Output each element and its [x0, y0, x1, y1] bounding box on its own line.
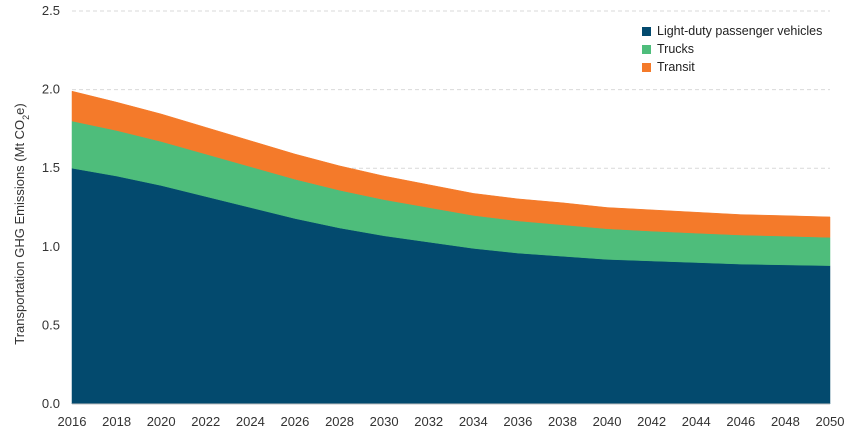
legend: Light-duty passenger vehicles Trucks Tra… [636, 20, 832, 78]
y-tick-label: 2.0 [42, 82, 60, 97]
y-tick-label: 0.0 [42, 396, 60, 411]
x-tick-label: 2018 [102, 414, 131, 429]
x-tick-label: 2048 [771, 414, 800, 429]
x-tick-label: 2046 [726, 414, 755, 429]
x-tick-label: 2038 [548, 414, 577, 429]
y-tick-label: 1.0 [42, 239, 60, 254]
y-axis-ticks: 0.0 0.5 1.0 1.5 2.0 2.5 [42, 3, 60, 411]
x-tick-label: 2026 [280, 414, 309, 429]
legend-label-transit: Transit [657, 60, 695, 74]
legend-swatch-trucks [642, 44, 651, 54]
x-tick-label: 2042 [637, 414, 666, 429]
area-transit [71, 90, 831, 238]
x-tick-label: 2032 [414, 414, 443, 429]
y-tick-label: 2.5 [42, 3, 60, 18]
x-tick-label: 2024 [236, 414, 265, 429]
x-tick-label: 2030 [370, 414, 399, 429]
legend-item-trucks: Trucks [642, 41, 694, 57]
x-axis-ticks: 2016 2018 2020 2022 2024 2026 2028 2030 2032 2034… [58, 414, 845, 429]
x-tick-label: 2036 [503, 414, 532, 429]
legend-swatch-light-duty [642, 26, 651, 36]
y-tick-label: 0.5 [42, 317, 60, 332]
area-series [71, 90, 831, 405]
y-axis-label-main: Transportation GHG Emissions (Mt CO [12, 120, 27, 345]
x-tick-label: 2020 [147, 414, 176, 429]
y-axis-label-subscript: 2 [21, 115, 31, 120]
y-tick-label: 1.5 [42, 160, 60, 175]
legend-label-light-duty: Light-duty passenger vehicles [657, 24, 823, 38]
x-tick-label: 2044 [682, 414, 711, 429]
x-tick-label: 2022 [191, 414, 220, 429]
x-tick-label: 2050 [816, 414, 845, 429]
legend-item-transit: Transit [642, 59, 695, 75]
legend-label-trucks: Trucks [657, 42, 695, 56]
x-tick-label: 2034 [459, 414, 488, 429]
x-tick-label: 2028 [325, 414, 354, 429]
x-tick-label: 2016 [58, 414, 87, 429]
y-axis-label: Transportation GHG Emissions (Mt CO2e) [12, 103, 31, 344]
legend-item-light-duty: Light-duty passenger vehicles [642, 23, 822, 39]
y-axis-label-end: e) [12, 103, 27, 115]
x-tick-label: 2040 [593, 414, 622, 429]
legend-swatch-transit [642, 62, 651, 72]
